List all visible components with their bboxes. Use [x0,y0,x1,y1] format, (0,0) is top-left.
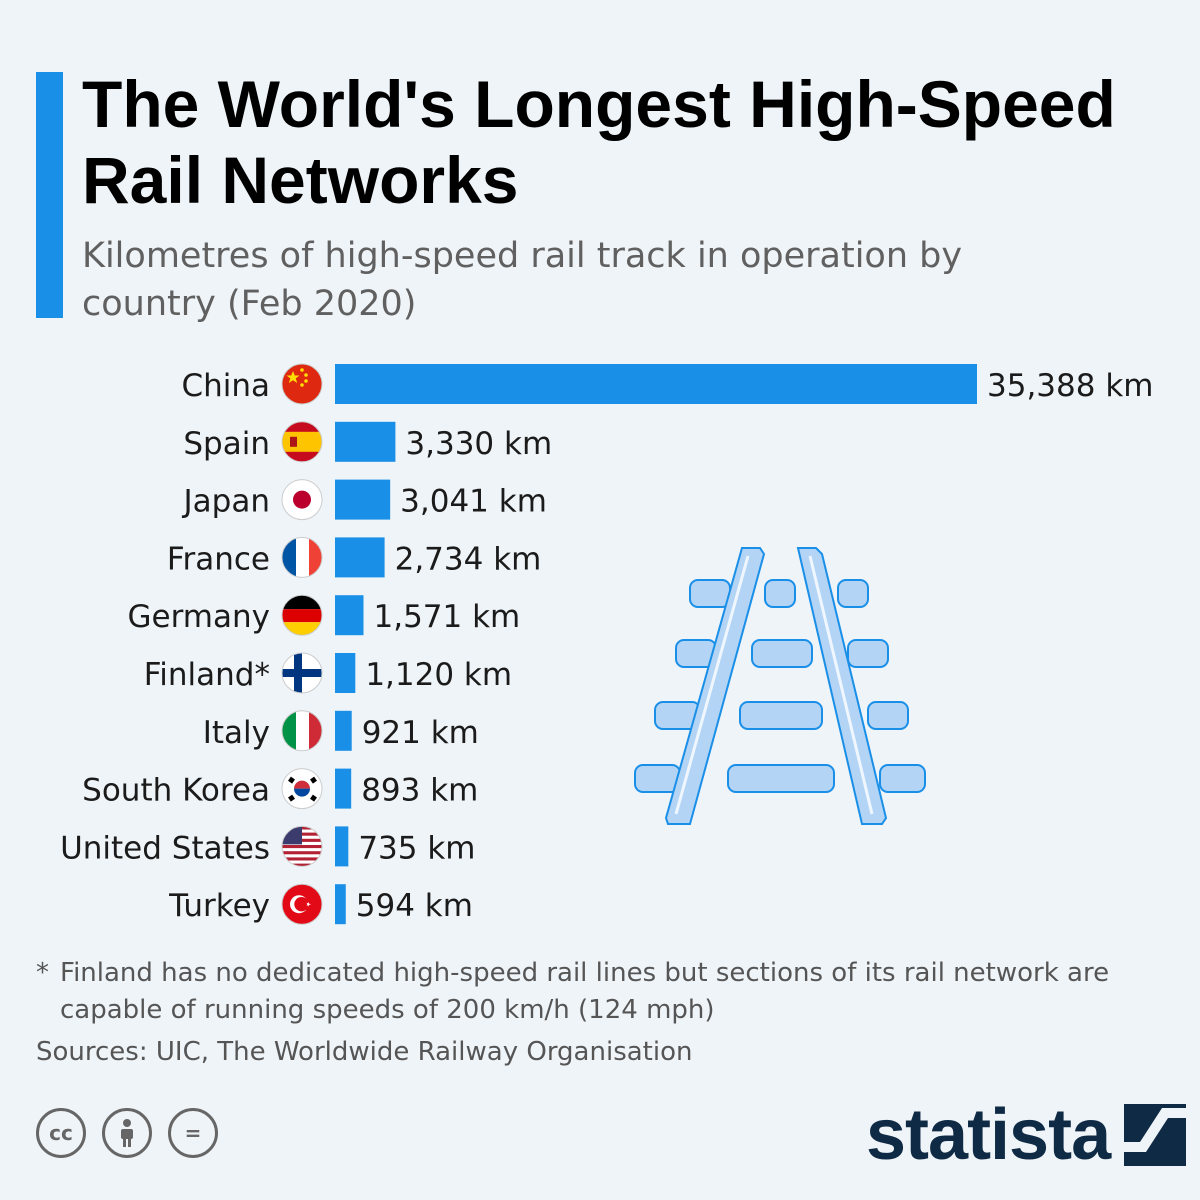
no-derivatives-icon[interactable]: = [168,1108,218,1158]
bar-japan [335,479,391,520]
bar-france [335,537,385,578]
statista-mark-icon [1124,1104,1187,1166]
cc-icon[interactable]: cc [36,1108,86,1158]
chart-subtitle: Kilometres of high-speed rail track in o… [82,236,963,324]
footnote-text: Finland has no dedicated high-speed rail… [60,958,1110,1025]
statista-logo[interactable]: statista [866,1095,1187,1175]
category-label-germany: Germany [128,599,270,635]
category-label-france: France [167,541,270,577]
value-label-france: 2,734 km [395,541,542,577]
bar-united-states [335,826,349,867]
brand-wordmark: statista [866,1095,1111,1175]
value-label-united-states: 735 km [358,830,475,866]
bar-turkey [335,884,346,925]
value-label-south-korea: 893 km [361,773,478,809]
category-label-japan: Japan [182,484,270,520]
bar-south-korea [335,768,352,809]
category-label-italy: Italy [203,715,270,751]
category-label-spain: Spain [183,426,270,462]
chart-title: The World's Longest High-Speed Rail Netw… [82,67,1116,217]
united-states-flag-icon [281,825,323,867]
bar-finland [335,653,356,693]
value-label-germany: 1,571 km [374,599,521,635]
value-label-italy: 921 km [362,715,479,751]
value-label-japan: 3,041 km [400,484,547,520]
bar-chart: China 35,388 km Spain 3,330 km Japan 3,041 km… [60,363,1153,925]
attribution-icon[interactable] [102,1108,152,1158]
category-label-finland: Finland* [144,657,270,693]
china-flag-icon [281,363,323,405]
footnote: * Finland has no dedicated high-speed ra… [36,955,1166,1029]
japan-flag-icon [281,479,323,521]
accent-bar [36,72,63,318]
value-label-turkey: 594 km [356,888,473,924]
bar-china [335,364,977,404]
bar-italy [335,710,352,751]
value-label-spain: 3,330 km [405,426,552,462]
rail-track-illustration [634,547,926,825]
value-label-china: 35,388 km [987,368,1153,404]
spain-flag-icon [281,421,323,463]
italy-flag-icon [281,710,323,752]
turkey-flag-icon [281,883,323,925]
value-label-finland: 1,120 km [365,657,512,693]
germany-flag-icon [281,594,323,636]
category-label-turkey: Turkey [168,888,270,924]
bar-spain [335,421,396,462]
south-korea-flag-icon [281,768,323,810]
footnote-marker: * [36,958,49,988]
category-label-south-korea: South Korea [82,773,270,809]
france-flag-icon [281,536,323,578]
finland-flag-icon [281,652,323,694]
category-label-united-states: United States [60,830,270,866]
sources-text: Sources: UIC, The Worldwide Railway Orga… [36,1037,693,1067]
license-icons: cc = [36,1108,218,1164]
bar-germany [335,595,364,636]
category-label-china: China [181,368,270,404]
